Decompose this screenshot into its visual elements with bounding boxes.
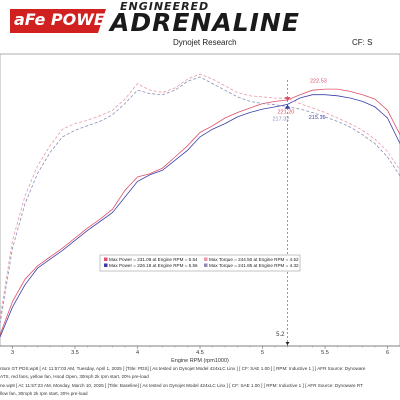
legend-swatch — [204, 257, 208, 261]
legend-entry: Max Torque = 244.50 at Engine RPM = 4.52 — [209, 257, 299, 262]
brand-title: ADRENALINE — [110, 8, 300, 37]
legend-entry: Max Power = 226.18 at Engine RPM = 5.56 — [109, 263, 198, 268]
legend-entry: Max Power = 231.08 at Engine RPM = 5.54 — [109, 257, 198, 262]
run2-info-line: ne.wp8 [ At: 11:57:23 AM, Monday, March … — [0, 383, 363, 388]
series-line-power_base — [0, 94, 400, 338]
series-layer — [0, 73, 400, 338]
x-axis-label: Engine RPM (rpm1000) — [171, 358, 229, 364]
legend-swatch — [104, 263, 108, 267]
series-line-torque_mod — [0, 73, 400, 319]
power-base-marker — [284, 104, 291, 109]
rpm-cursor-label: 5.2 — [276, 332, 285, 338]
run1-info-line: ntum GT PDS.wp8 [ At: 11:57:03 AM, Tuesd… — [0, 366, 366, 371]
point-label: 217.32 — [273, 116, 290, 122]
x-axis: 3 3.5 4 4.5 5 5.5 6 — [0, 345, 400, 356]
point-label: 221.20 — [278, 110, 295, 116]
legend-entry: Max Torque = 241.85 at Engine RPM = 4.32 — [209, 263, 299, 268]
header: aFe POWER ENGINEERED ADRENALINE Dynojet … — [0, 0, 400, 52]
legend-box: Max Power = 231.08 at Engine RPM = 5.54 M… — [99, 254, 301, 272]
x-tick-label: 3.5 — [71, 350, 79, 356]
series-line-power_mod — [0, 88, 400, 336]
legend-frame — [99, 254, 301, 272]
run2-notes-line: llow fan, 30mph 2k rpm start, 20% pre-lo… — [0, 391, 88, 396]
point-label: 222.53 — [310, 78, 327, 84]
legend-swatch — [204, 263, 208, 267]
cursor-marker — [285, 342, 290, 345]
cf-label: CF: S — [352, 38, 373, 47]
x-tick-label: 3 — [11, 350, 14, 356]
afe-power-logo: aFe POWER — [8, 3, 117, 44]
x-tick-label: 4 — [136, 350, 139, 356]
power-mod-marker — [284, 97, 291, 102]
plot-frame — [0, 53, 400, 347]
engineered-label: ENGINEERED — [120, 0, 210, 13]
dynojet-label: Dynojet Research — [173, 38, 237, 47]
x-tick-label: 5.5 — [321, 350, 329, 356]
x-tick-label: 5 — [261, 350, 264, 356]
x-tick-label: 4.5 — [196, 350, 204, 356]
series-line-torque_base — [0, 76, 400, 324]
point-label: 215.16 — [309, 115, 326, 121]
x-tick-label: 6 — [386, 350, 389, 356]
run1-notes-line: ATS, red fans, yellow fan, Hood Open, 30… — [0, 374, 149, 379]
legend-swatch — [104, 257, 108, 261]
logo-text: aFe POWER — [14, 10, 108, 29]
